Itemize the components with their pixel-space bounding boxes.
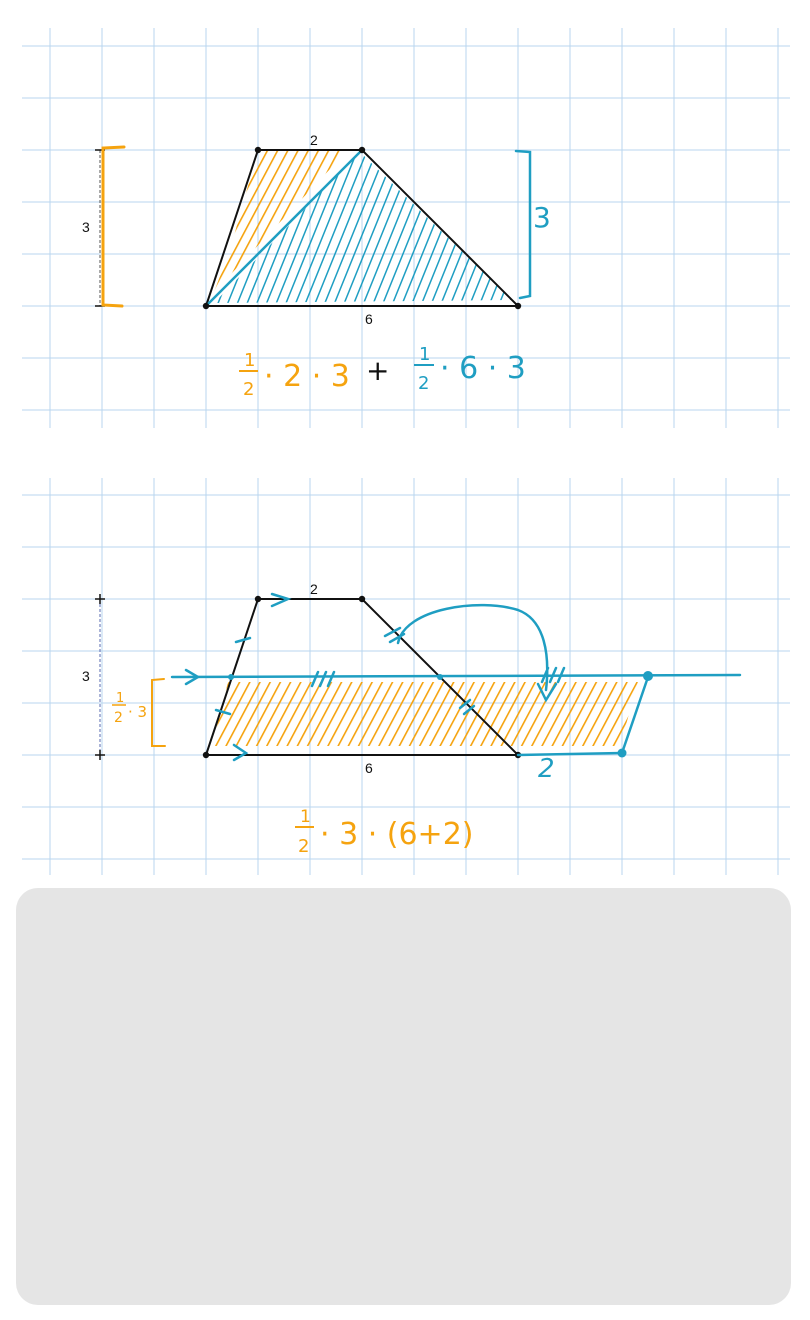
top-grid [22,28,790,428]
bottom-fraction-numerator: 1 [300,807,311,827]
bottom-bottom-base-label: 6 [365,760,373,776]
half-height-denominator: 2 [114,710,123,726]
orange-fraction-numerator: 1 [244,350,255,371]
blue-height-label: 3 [533,201,551,234]
blue-fraction-denominator: 2 [418,373,429,394]
bottom-height-marker [95,594,166,760]
top-expression: 1 2 · 2 · 3 + 1 2 · 6 · 3 [239,344,526,400]
orange-triangle-hatch [214,150,348,292]
orange-product: · 2 · 3 [264,359,350,394]
bottom-height-label: 3 [82,668,90,684]
orange-fraction-denominator: 2 [243,379,254,400]
blue-triangle-hatch [214,152,512,303]
bottom-fraction-denominator: 2 [298,836,309,857]
bottom-expression: 1 2 · 3 · (6+2) [295,807,474,857]
extension-label: 2 [538,754,555,784]
half-height-rest: · 3 [128,703,147,721]
bottom-product: · 3 · (6+2) [320,817,474,852]
orange-parallelogram-hatch [212,682,638,746]
half-height-numerator: 1 [116,691,124,706]
half-height-label: 1 2 · 3 [112,691,147,726]
top-trapezoid [202,146,522,310]
blue-product: · 6 · 3 [440,351,526,386]
midline-points [228,671,653,758]
top-base-label: 2 [310,132,318,148]
bottom-base-label: 6 [365,311,373,327]
bottom-top-base-label: 2 [310,581,318,597]
height-label: 3 [82,219,90,235]
answer-area[interactable] [16,888,791,1305]
blue-fraction-numerator: 1 [419,344,430,365]
bottom-trapezoid [202,595,522,759]
plus-sign: + [366,354,389,387]
trapezoid-area-diagram: 2 6 3 3 1 2 · 2 · 3 + 1 2 · 6 · 3 [22,28,790,875]
top-height-marker [95,145,532,308]
